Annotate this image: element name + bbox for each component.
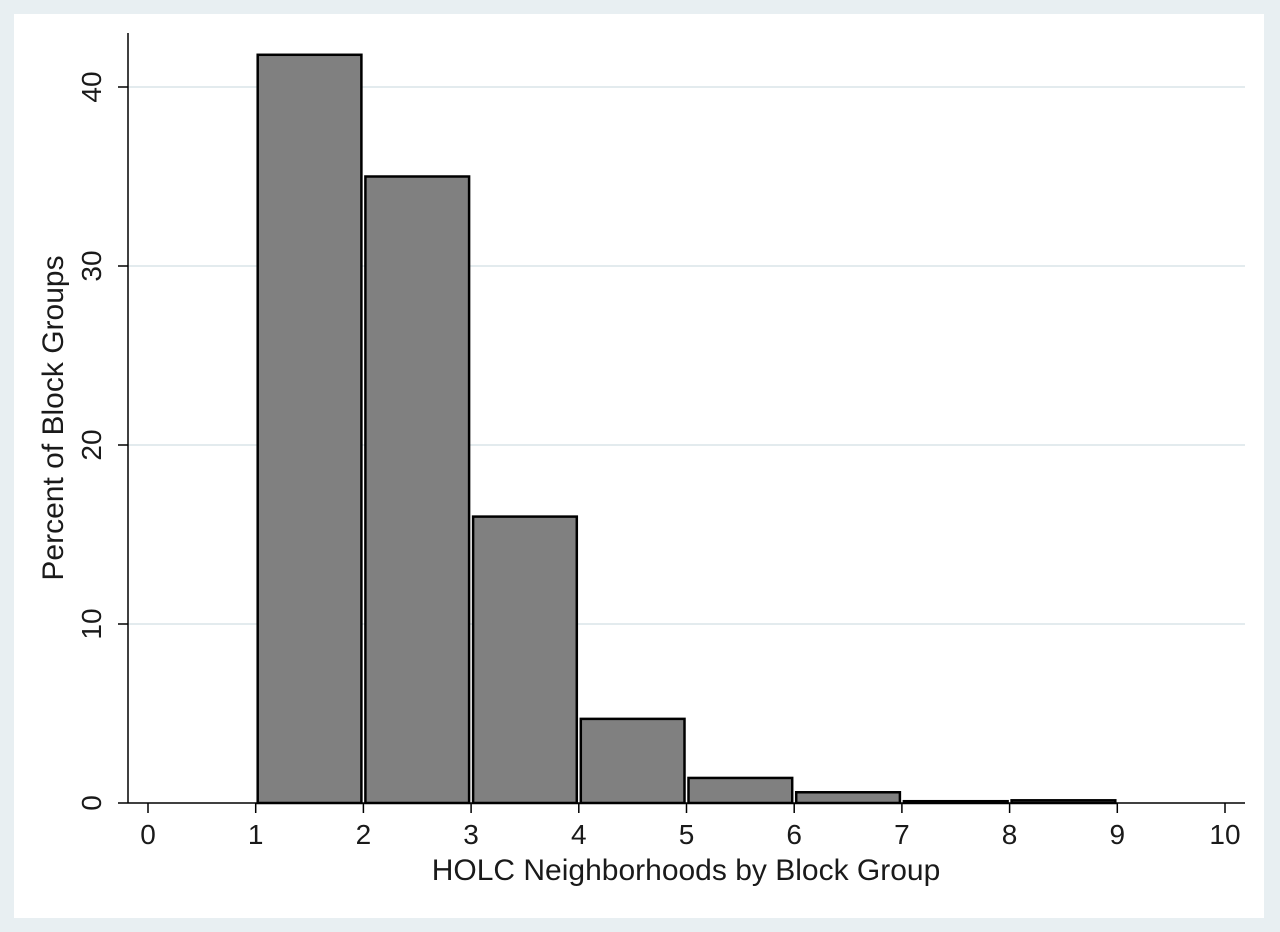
- x-tick-label-4: 4: [571, 819, 587, 850]
- x-tick-label-6: 6: [786, 819, 802, 850]
- bar-6-7: [794, 791, 902, 805]
- y-tick-label-20: 20: [76, 429, 107, 460]
- bar-4-5: [579, 717, 686, 805]
- y-tick-label-30: 30: [76, 250, 107, 281]
- x-tick-label-2: 2: [356, 819, 372, 850]
- bar-2-3: [364, 175, 471, 805]
- y-ticks: 0 10 20 30 40: [76, 71, 128, 811]
- x-tick-label-0: 0: [140, 819, 156, 850]
- bar-1-2: [256, 53, 363, 805]
- y-tick-label-40: 40: [76, 71, 107, 102]
- x-ticks: 0 1 2 3 4 5 6 7 8 9 10: [140, 803, 1241, 850]
- x-tick-label-7: 7: [894, 819, 910, 850]
- y-tick-label-0: 0: [76, 795, 107, 811]
- x-tick-label-10: 10: [1209, 819, 1240, 850]
- x-tick-label-1: 1: [248, 819, 264, 850]
- x-tick-label-3: 3: [463, 819, 479, 850]
- x-tick-label-8: 8: [1002, 819, 1018, 850]
- bar-3-4: [471, 515, 579, 805]
- bar-5-6: [687, 776, 794, 805]
- x-tick-label-9: 9: [1110, 819, 1126, 850]
- y-axis-title: Percent of Block Groups: [37, 255, 70, 580]
- x-axis-title: HOLC Neighborhoods by Block Group: [432, 854, 941, 887]
- x-tick-label-5: 5: [679, 819, 695, 850]
- y-tick-label-10: 10: [76, 608, 107, 639]
